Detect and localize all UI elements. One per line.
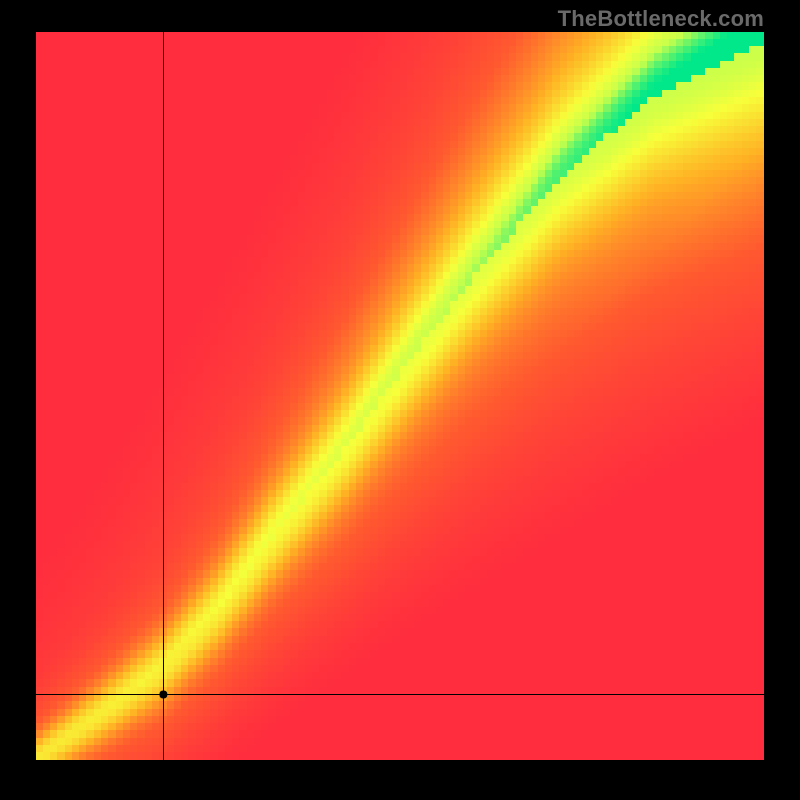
heatmap-plot bbox=[36, 32, 764, 760]
chart-container: TheBottleneck.com bbox=[0, 0, 800, 800]
heatmap-canvas bbox=[36, 32, 764, 760]
watermark-label: TheBottleneck.com bbox=[558, 6, 764, 32]
